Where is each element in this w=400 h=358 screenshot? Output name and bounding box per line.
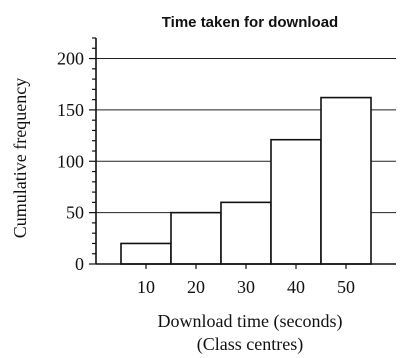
x-tick-label-40: 40: [287, 277, 305, 297]
y-tick-label-150: 150: [57, 100, 84, 120]
y-ticks: 0 50 100 150 200: [57, 37, 96, 274]
y-tick-label-50: 50: [66, 203, 84, 223]
y-tick-label-100: 100: [57, 151, 84, 171]
bar-20: [170, 211, 222, 265]
x-tick-label-50: 50: [337, 277, 355, 297]
x-ticks: 10 20 30 40 50: [137, 264, 355, 297]
x-tick-label-10: 10: [137, 277, 155, 297]
x-axis-sublabel: (Class centres): [197, 334, 303, 355]
x-axis-label: Download time (seconds): [158, 311, 343, 332]
bar-50: [320, 96, 372, 265]
y-tick-label-0: 0: [75, 254, 84, 274]
bars: [120, 96, 372, 265]
bar-30: [220, 201, 272, 265]
bar-40: [270, 138, 322, 265]
x-tick-label-30: 30: [237, 277, 255, 297]
y-axis-label: Cumulative frequency: [10, 78, 30, 238]
x-tick-label-20: 20: [187, 277, 205, 297]
bar-10: [120, 242, 172, 265]
chart-title: Time taken for download: [162, 14, 338, 31]
y-tick-label-200: 200: [57, 49, 84, 69]
